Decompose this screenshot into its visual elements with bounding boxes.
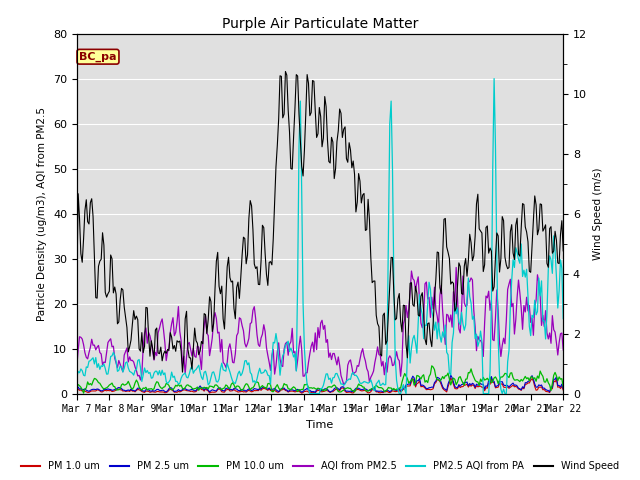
Text: BC_pa: BC_pa xyxy=(79,51,116,62)
X-axis label: Time: Time xyxy=(307,420,333,430)
Legend: PM 1.0 um, PM 2.5 um, PM 10.0 um, AQI from PM2.5, PM2.5 AQI from PA, Wind Speed: PM 1.0 um, PM 2.5 um, PM 10.0 um, AQI fr… xyxy=(17,457,623,475)
Y-axis label: Particle Density (ug/m3), AQI from PM2.5: Particle Density (ug/m3), AQI from PM2.5 xyxy=(37,107,47,321)
Title: Purple Air Particulate Matter: Purple Air Particulate Matter xyxy=(222,17,418,31)
Y-axis label: Wind Speed (m/s): Wind Speed (m/s) xyxy=(593,168,603,260)
